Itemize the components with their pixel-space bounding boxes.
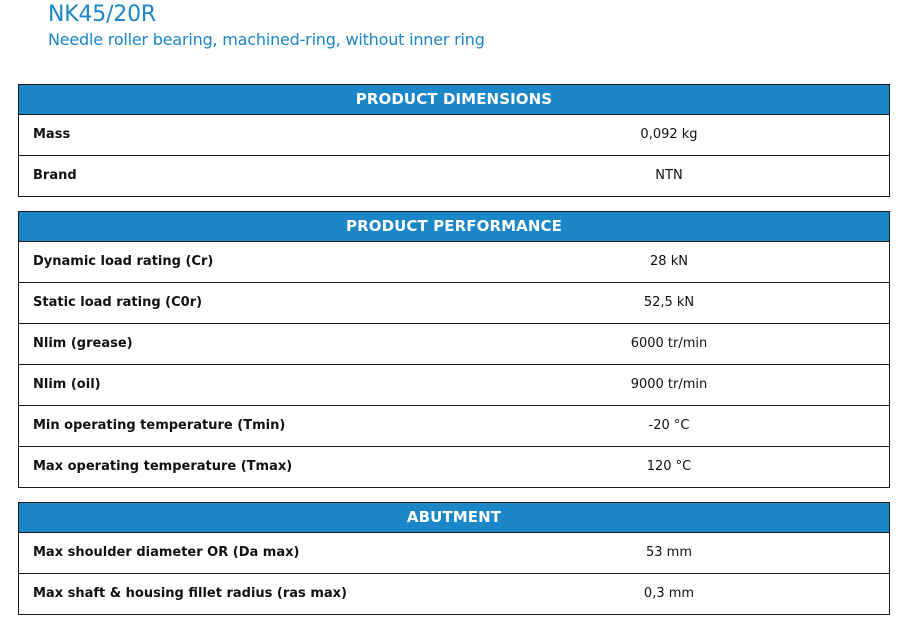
section-product-dimensions: PRODUCT DIMENSIONS Mass 0,092 kg Brand N… — [18, 84, 890, 197]
row-label: Static load rating (C0r) — [33, 295, 203, 310]
table-row: Min operating temperature (Tmin) -20 °C — [19, 406, 889, 447]
row-value: 52,5 kN — [643, 295, 695, 310]
section-abutment: ABUTMENT Max shoulder diameter OR (Da ma… — [18, 502, 890, 615]
table-row: Max shaft & housing fillet radius (ras m… — [19, 574, 889, 614]
row-value: 28 kN — [650, 254, 688, 269]
table-row: Max shoulder diameter OR (Da max) 53 mm — [19, 533, 889, 574]
page-title: NK45/20R — [48, 2, 156, 27]
row-value: -20 °C — [648, 418, 690, 433]
section-product-performance: PRODUCT PERFORMANCE Dynamic load rating … — [18, 211, 890, 488]
table-row: Dynamic load rating (Cr) 28 kN — [19, 242, 889, 283]
row-label: Dynamic load rating (Cr) — [33, 254, 214, 269]
row-label: Nlim (oil) — [33, 377, 101, 392]
table-row: Nlim (oil) 9000 tr/min — [19, 365, 889, 406]
row-value: 120 °C — [646, 459, 692, 474]
row-label: Brand — [33, 168, 77, 183]
row-value: 53 mm — [645, 545, 692, 560]
section-heading: PRODUCT DIMENSIONS — [19, 85, 889, 115]
product-header: NK45/20R Needle roller bearing, machined… — [48, 0, 485, 50]
table-row: Nlim (grease) 6000 tr/min — [19, 324, 889, 365]
row-label: Max shoulder diameter OR (Da max) — [33, 545, 300, 560]
row-value: 6000 tr/min — [630, 336, 708, 351]
table-row: Max operating temperature (Tmax) 120 °C — [19, 447, 889, 487]
row-label: Max operating temperature (Tmax) — [33, 459, 293, 474]
table-row: Brand NTN — [19, 156, 889, 196]
section-heading: PRODUCT PERFORMANCE — [19, 212, 889, 242]
row-value: NTN — [655, 168, 683, 183]
row-label: Mass — [33, 127, 71, 142]
table-row: Mass 0,092 kg — [19, 115, 889, 156]
row-value: 9000 tr/min — [630, 377, 708, 392]
page-subtitle: Needle roller bearing, machined-ring, wi… — [48, 30, 485, 49]
table-row: Static load rating (C0r) 52,5 kN — [19, 283, 889, 324]
row-label: Min operating temperature (Tmin) — [33, 418, 286, 433]
row-label: Nlim (grease) — [33, 336, 133, 351]
row-value: 0,092 kg — [640, 127, 698, 142]
section-heading: ABUTMENT — [19, 503, 889, 533]
row-label: Max shaft & housing fillet radius (ras m… — [33, 586, 347, 601]
row-value: 0,3 mm — [643, 586, 695, 601]
